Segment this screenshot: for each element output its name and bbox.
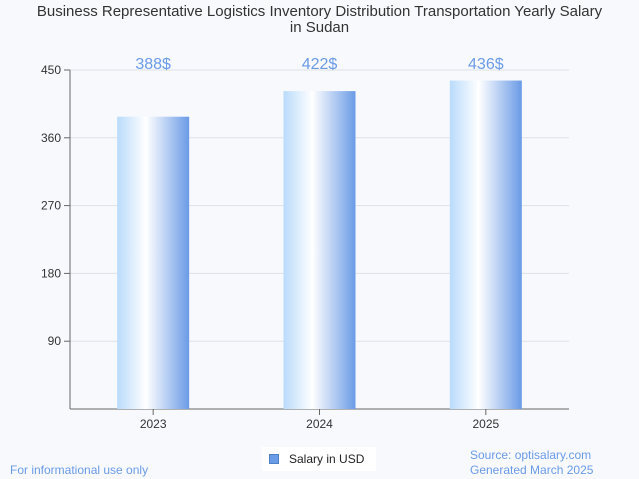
legend-swatch — [269, 454, 279, 464]
bar — [117, 116, 190, 409]
chart-title: Business Representative Logistics Invent… — [0, 4, 639, 36]
x-tick-label: 2025 — [472, 417, 499, 431]
legend-label: Salary in USD — [289, 452, 365, 466]
bar — [283, 91, 356, 410]
labels: 90 180 270 360 450 2023 388$ 2024 422$ 2025 436$ — [41, 56, 504, 431]
x-tick-label: 2023 — [140, 417, 167, 431]
x-tick-label: 2024 — [306, 417, 333, 431]
chart-title-line-1: Business Representative Logistics Invent… — [36, 3, 603, 20]
chart-title-line-2: in Sudan — [289, 19, 350, 36]
source-text: Source: optisalary.com — [470, 448, 592, 462]
data-label: 436$ — [468, 56, 504, 73]
generated-text: Generated March 2025 — [470, 463, 594, 477]
y-tick-label: 450 — [41, 63, 61, 77]
bars — [117, 80, 522, 410]
y-tick-label: 270 — [41, 199, 61, 213]
y-tick-label: 90 — [48, 334, 62, 348]
source-block: Source: optisalary.com Generated March 2… — [470, 448, 593, 478]
y-tick-label: 180 — [41, 266, 61, 280]
y-tick-label: 360 — [41, 131, 61, 145]
data-label: 422$ — [302, 56, 338, 73]
disclaimer-text: For informational use only — [10, 463, 149, 477]
bar — [449, 80, 522, 410]
data-label: 388$ — [135, 56, 171, 73]
legend: Salary in USD — [262, 447, 376, 471]
